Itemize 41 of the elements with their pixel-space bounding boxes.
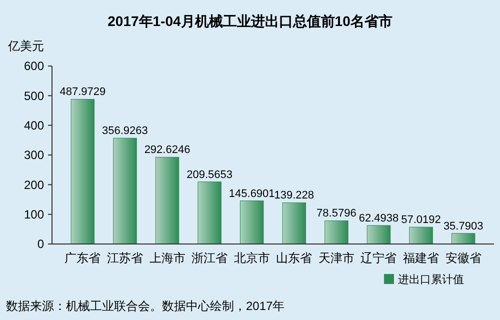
data-label: 62.4938: [358, 212, 399, 224]
y-axis-title: 亿美元: [7, 39, 44, 53]
x-tick-label: 江苏省: [106, 251, 143, 265]
data-label: 292.6246: [144, 144, 190, 156]
data-label: 145.6901: [228, 188, 275, 200]
chart-title: 2017年1-04月机械工业进出口总值前10名省市: [108, 13, 392, 29]
x-tick-label: 安徽省: [445, 251, 482, 265]
bar: [155, 156, 180, 244]
bar: [70, 98, 95, 244]
y-tick-label: 600: [24, 59, 44, 74]
source-note: 数据来源：机械工业联合会。数据中心绘制，2017年: [6, 299, 285, 313]
y-tick-label: 0: [37, 237, 44, 252]
bar: [409, 226, 433, 244]
bar: [113, 138, 137, 244]
y-tick-label: 400: [24, 118, 44, 133]
data-label: 209.5653: [186, 168, 232, 181]
bar: [451, 233, 476, 244]
bar: [282, 202, 306, 244]
y-tick-label: 200: [24, 178, 44, 192]
data-label: 139.228: [274, 190, 314, 202]
x-tick-label: 北京市: [234, 251, 270, 265]
data-label: 356.9263: [102, 125, 148, 138]
y-tick-label: 300: [24, 148, 44, 162]
y-tick-label: 500: [24, 88, 44, 103]
bar: [240, 200, 264, 244]
x-tick-label: 广东省: [64, 251, 101, 265]
bar: [198, 182, 222, 244]
x-tick-label: 浙江省: [192, 251, 228, 265]
data-label: 487.9729: [60, 86, 106, 98]
x-tick-label: 辽宁省: [360, 251, 397, 265]
data-label: 78.5796: [316, 208, 356, 220]
x-tick-label: 福建省: [403, 251, 440, 265]
x-tick-label: 天津市: [318, 251, 354, 265]
bar: [324, 220, 348, 244]
bar: [366, 225, 391, 244]
legend-label: 进出口累计值: [398, 273, 464, 286]
y-tick-label: 100: [24, 208, 44, 222]
data-label: 35.7903: [443, 220, 484, 232]
data-label: 57.0192: [401, 214, 441, 226]
x-tick-label: 上海市: [149, 251, 186, 265]
x-tick-label: 山东省: [276, 251, 312, 265]
